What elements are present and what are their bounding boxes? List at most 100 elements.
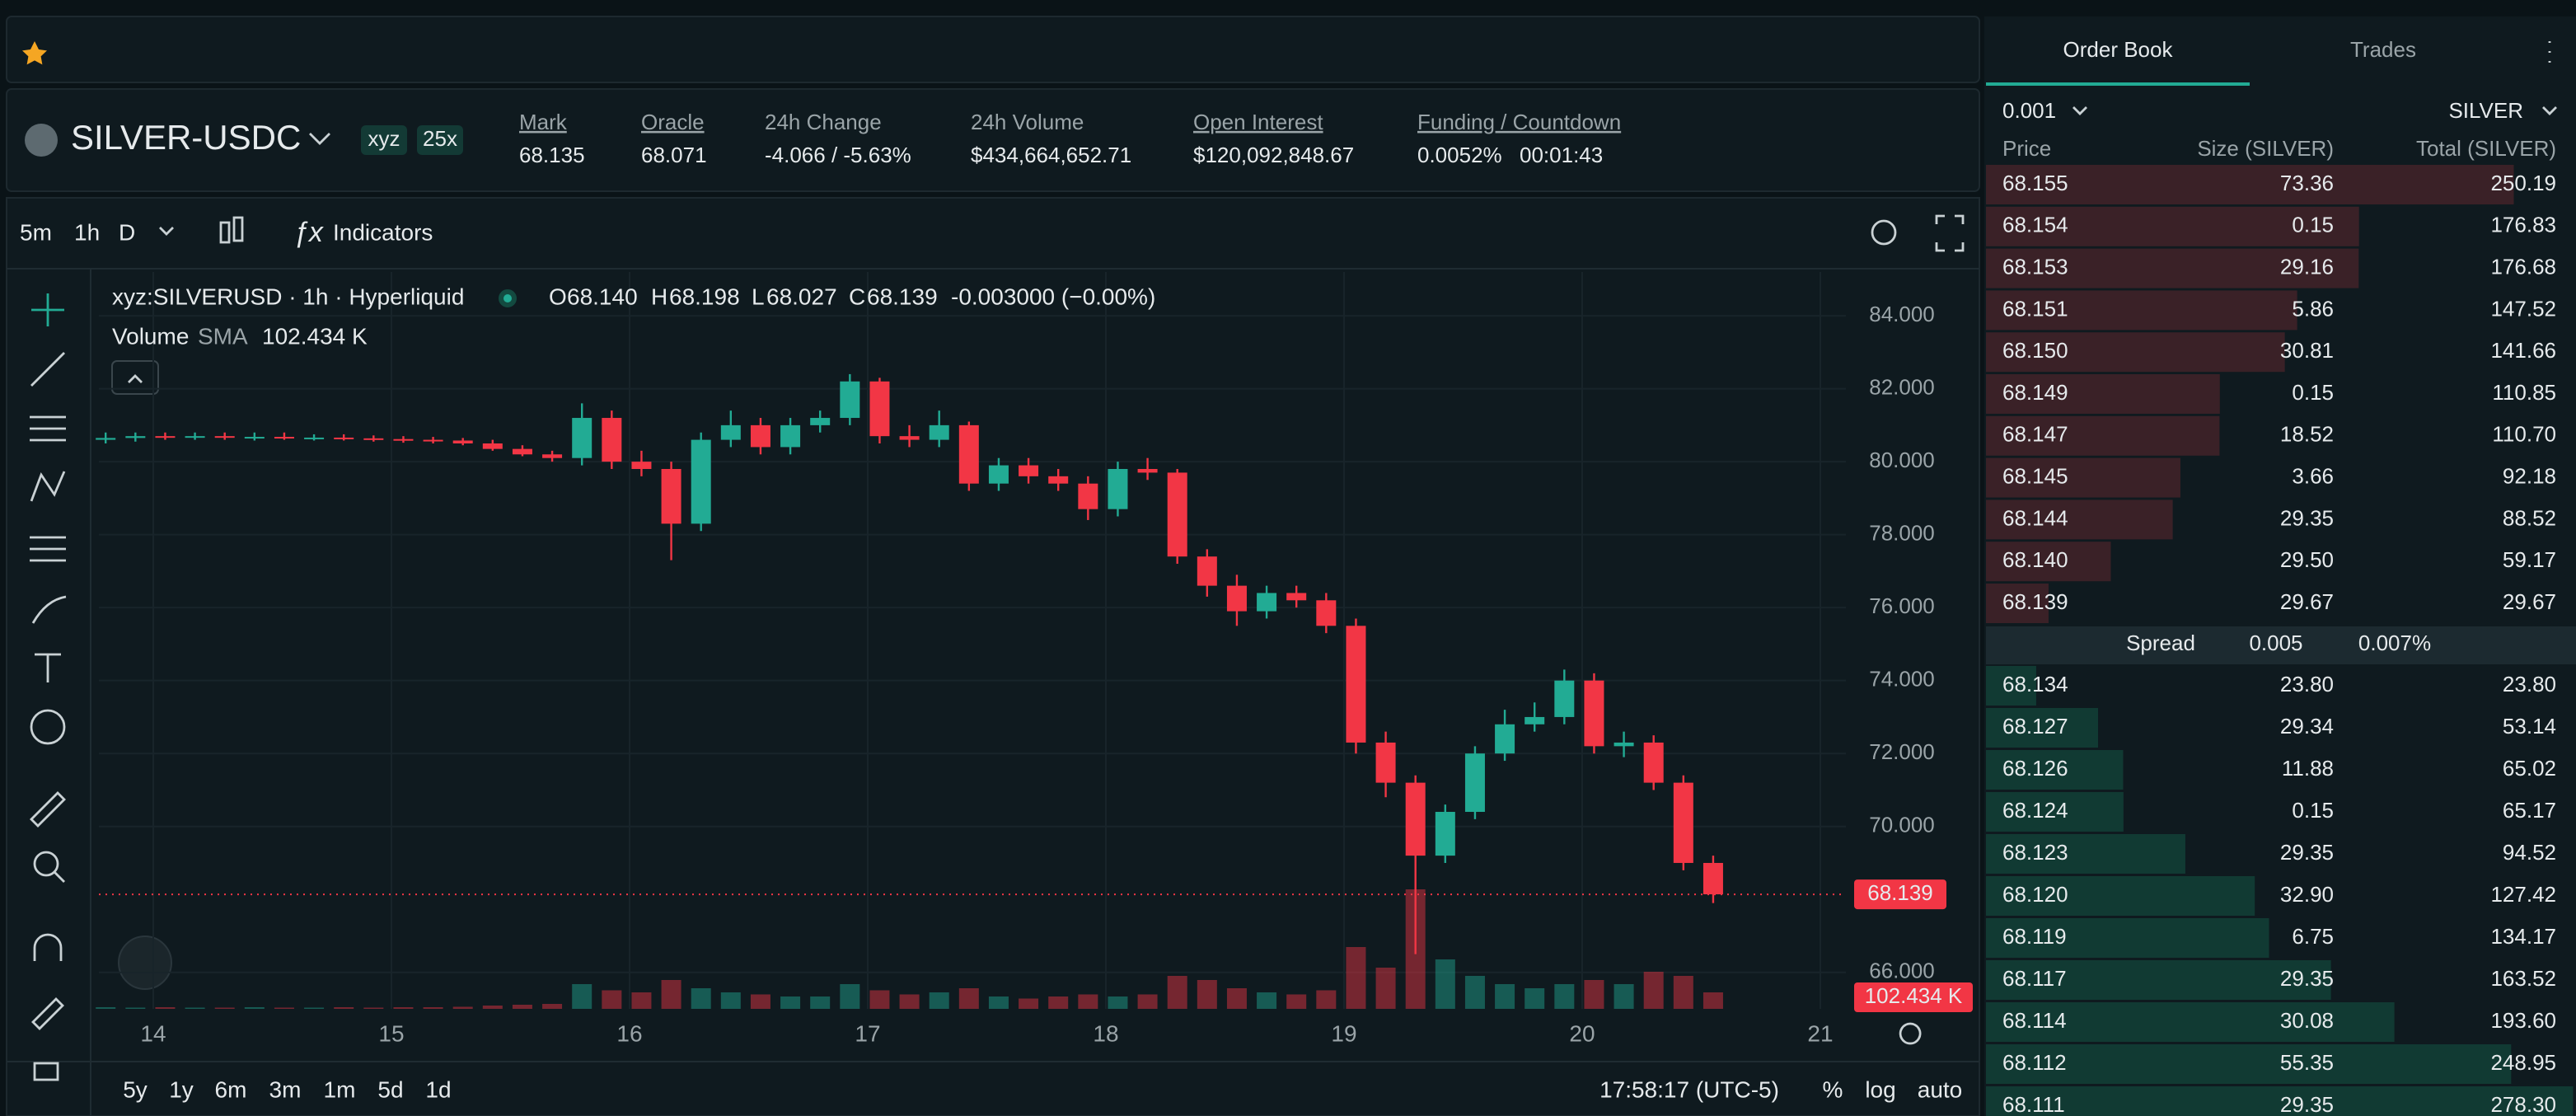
volume-bar bbox=[482, 1006, 503, 1009]
interval-button[interactable]: 1h bbox=[74, 219, 100, 245]
candle-body bbox=[1078, 483, 1098, 509]
price[interactable]: 68.139 bbox=[2002, 589, 2068, 614]
price[interactable]: 68.127 bbox=[2002, 714, 2068, 739]
price[interactable]: 68.155 bbox=[2002, 171, 2068, 195]
price[interactable]: 68.112 bbox=[2002, 1050, 2067, 1075]
symbol[interactable]: SILVER-USDC bbox=[71, 118, 301, 157]
interval-button[interactable]: 5m bbox=[20, 219, 52, 245]
volume-bar bbox=[274, 1007, 294, 1009]
range-button[interactable]: 3m bbox=[269, 1076, 302, 1102]
volume-bar bbox=[691, 988, 711, 1009]
range-button[interactable]: 6m bbox=[215, 1076, 247, 1102]
candle-style-button[interactable] bbox=[219, 216, 244, 244]
candle-body bbox=[1108, 468, 1128, 509]
price[interactable]: 68.123 bbox=[2002, 840, 2068, 865]
tab[interactable]: Trades bbox=[2350, 37, 2416, 62]
settings-icon[interactable] bbox=[1899, 1022, 1922, 1045]
tick-dropdown[interactable] bbox=[2073, 106, 2087, 115]
volume-bar bbox=[1167, 976, 1187, 1009]
y-tick-label: 66.000 bbox=[1869, 959, 1935, 983]
legend-sma: SMA bbox=[198, 323, 248, 349]
fullscreen-icon[interactable] bbox=[1935, 214, 1965, 252]
volume-bar bbox=[423, 1007, 443, 1009]
range-button[interactable]: 1y bbox=[169, 1076, 194, 1102]
total: 23.80 bbox=[2503, 672, 2556, 696]
depth-bar bbox=[1986, 542, 2111, 582]
scale-option[interactable]: % bbox=[1823, 1076, 1843, 1102]
tick-size[interactable]: 0.001 bbox=[2002, 98, 2056, 123]
candle-body bbox=[363, 438, 384, 440]
scale-option[interactable]: log bbox=[1865, 1076, 1895, 1102]
volume-bar bbox=[869, 990, 890, 1009]
volume-bar bbox=[661, 980, 681, 1009]
indicators-button[interactable]: Indicators bbox=[333, 219, 433, 245]
collapse-legend[interactable] bbox=[111, 360, 159, 395]
depth-bar bbox=[1986, 499, 2173, 540]
price[interactable]: 68.119 bbox=[2002, 924, 2067, 949]
size: 3.66 bbox=[2292, 463, 2334, 488]
drawing-tools bbox=[30, 293, 67, 1081]
range-button[interactable]: 5y bbox=[123, 1076, 148, 1102]
candle-body bbox=[244, 437, 265, 439]
volume-bar bbox=[1673, 976, 1693, 1009]
zoom-icon[interactable] bbox=[1871, 219, 1897, 246]
price[interactable]: 68.147 bbox=[2002, 422, 2068, 447]
price[interactable]: 68.126 bbox=[2002, 756, 2068, 781]
price[interactable]: 68.150 bbox=[2002, 338, 2068, 363]
tab[interactable]: Order Book bbox=[2063, 37, 2174, 62]
price[interactable]: 68.144 bbox=[2002, 505, 2068, 530]
candle-body bbox=[720, 424, 741, 440]
range-button[interactable]: 1d bbox=[425, 1076, 451, 1102]
price[interactable]: 68.140 bbox=[2002, 547, 2068, 572]
depth-bar bbox=[1986, 374, 2220, 414]
volume-sma-label: 102.434 K bbox=[1865, 983, 1963, 1008]
price[interactable]: 68.134 bbox=[2002, 672, 2068, 696]
volume-bar bbox=[1197, 980, 1217, 1009]
candle-body bbox=[1197, 556, 1217, 586]
range-button[interactable]: 5d bbox=[377, 1076, 403, 1102]
price[interactable]: 68.120 bbox=[2002, 882, 2068, 907]
price[interactable]: 68.153 bbox=[2002, 254, 2068, 279]
candle-body bbox=[1019, 465, 1039, 476]
price[interactable]: 68.149 bbox=[2002, 380, 2068, 405]
price[interactable]: 68.154 bbox=[2002, 213, 2068, 237]
candle-body bbox=[1167, 472, 1187, 557]
range-button[interactable]: 1m bbox=[324, 1076, 356, 1102]
fx-icon[interactable]: ƒx bbox=[293, 217, 324, 249]
legend-volume: Volume bbox=[112, 323, 189, 349]
candle-body bbox=[869, 381, 890, 437]
price[interactable]: 68.114 bbox=[2002, 1008, 2067, 1033]
candle-body bbox=[512, 448, 532, 455]
size: 55.35 bbox=[2280, 1050, 2334, 1075]
y-tick-label: 82.000 bbox=[1869, 374, 1935, 399]
candle-body bbox=[393, 438, 414, 441]
volume-bar bbox=[840, 984, 860, 1009]
stat-value: 68.071 bbox=[641, 143, 707, 167]
asset-dropdown[interactable] bbox=[2542, 106, 2557, 115]
total: 193.60 bbox=[2490, 1008, 2556, 1033]
candle-body bbox=[96, 438, 116, 440]
favorite-star[interactable] bbox=[21, 41, 47, 65]
depth-bar bbox=[1986, 918, 2269, 958]
asset-select[interactable]: SILVER bbox=[2448, 98, 2523, 123]
volume-bar bbox=[304, 1007, 325, 1009]
price[interactable]: 68.117 bbox=[2002, 966, 2067, 991]
interval-button[interactable]: D bbox=[119, 219, 135, 245]
market-header bbox=[6, 88, 1980, 192]
price[interactable]: 68.124 bbox=[2002, 798, 2068, 823]
stat-label: Open Interest bbox=[1193, 110, 1323, 134]
symbol-dropdown[interactable] bbox=[309, 133, 330, 145]
price[interactable]: 68.111 bbox=[2002, 1092, 2065, 1116]
total: 248.95 bbox=[2490, 1050, 2556, 1075]
depth-bar bbox=[1986, 248, 2359, 288]
x-tick-label: 15 bbox=[378, 1020, 404, 1046]
scale-option[interactable]: auto bbox=[1918, 1076, 1963, 1102]
candle-body bbox=[1346, 626, 1366, 743]
spread-row bbox=[1986, 626, 2576, 664]
interval-dropdown[interactable] bbox=[159, 227, 174, 236]
volume-bar bbox=[452, 1006, 473, 1009]
price[interactable]: 68.151 bbox=[2002, 296, 2068, 321]
legend-value: 68.139 bbox=[867, 284, 938, 309]
price[interactable]: 68.145 bbox=[2002, 463, 2068, 488]
size: 29.50 bbox=[2280, 547, 2334, 572]
